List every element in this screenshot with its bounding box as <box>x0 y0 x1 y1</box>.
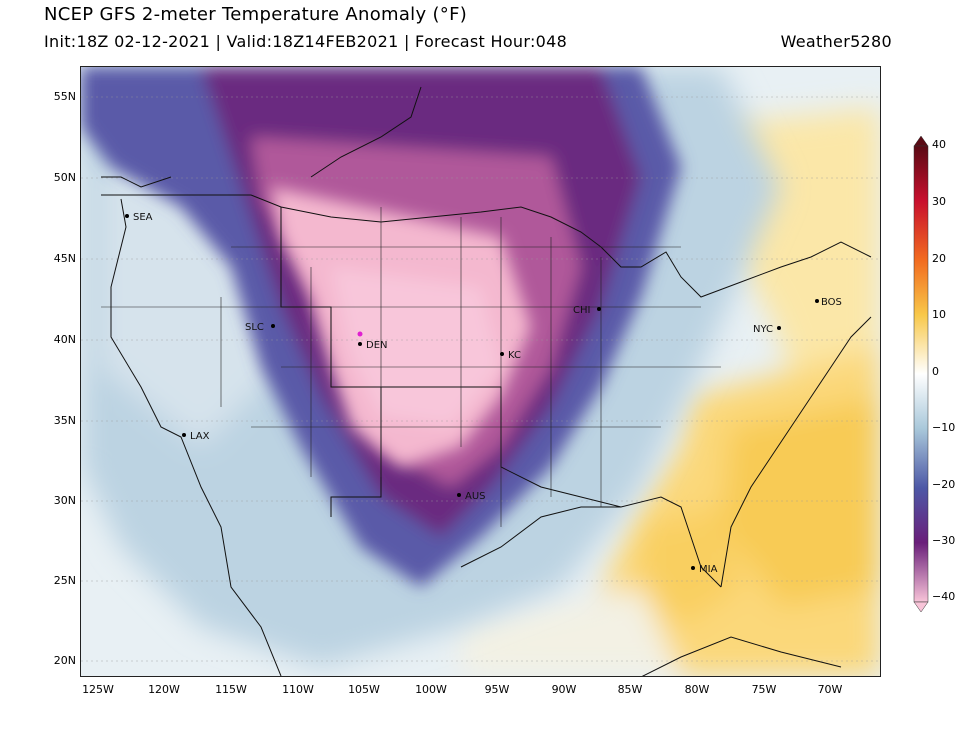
cb-tick-neg40: −40 <box>932 590 956 603</box>
lat-label-25n: 25N <box>53 574 76 587</box>
warm-anomaly-regions <box>461 107 880 676</box>
cb-tick-40: 40 <box>932 138 946 151</box>
lat-label-20n: 20N <box>53 654 76 667</box>
colorbar-gradient <box>913 145 929 603</box>
svg-text:MIA: MIA <box>699 564 718 575</box>
cb-tick-10: 10 <box>932 308 946 321</box>
cb-tick-30: 30 <box>932 195 946 208</box>
cb-tick-neg20: −20 <box>932 478 956 491</box>
svg-text:CHI: CHI <box>573 305 590 316</box>
cb-tick-20: 20 <box>932 252 946 265</box>
city-markers: SEA SLC DEN KC CHI NYC <box>125 212 842 575</box>
anomaly-field-svg: SEA SLC DEN KC CHI NYC <box>81 67 880 676</box>
city-kc: KC <box>500 350 521 361</box>
cb-tick-neg30: −30 <box>932 534 956 547</box>
svg-text:NYC: NYC <box>753 324 773 335</box>
city-sea: SEA <box>125 212 153 223</box>
cb-tick-0: 0 <box>932 365 939 378</box>
lon-label-85w: 85W <box>617 683 643 696</box>
svg-text:SLC: SLC <box>245 322 264 333</box>
lat-label-55n: 55N <box>53 90 76 103</box>
lon-label-125w: 125W <box>82 683 114 696</box>
svg-text:BOS: BOS <box>821 297 842 308</box>
lon-label-110w: 110W <box>282 683 314 696</box>
map-title: NCEP GFS 2-meter Temperature Anomaly (°F… <box>44 4 468 25</box>
svg-text:KC: KC <box>508 350 521 361</box>
city-nyc: NYC <box>753 324 781 335</box>
lon-label-105w: 105W <box>348 683 380 696</box>
lat-label-35n: 35N <box>53 414 76 427</box>
colorbar <box>913 136 929 612</box>
city-bos: BOS <box>815 297 842 308</box>
state-lines <box>101 207 721 527</box>
city-chi: CHI <box>573 305 601 316</box>
lon-label-80w: 80W <box>684 683 710 696</box>
svg-text:SEA: SEA <box>133 212 153 223</box>
svg-text:LAX: LAX <box>190 431 210 442</box>
lat-label-50n: 50N <box>53 171 76 184</box>
lon-label-95w: 95W <box>484 683 510 696</box>
lon-label-100w: 100W <box>415 683 447 696</box>
anomaly-map: SEA SLC DEN KC CHI NYC <box>80 66 881 677</box>
lon-label-90w: 90W <box>551 683 577 696</box>
city-slc: SLC <box>245 322 275 333</box>
svg-text:DEN: DEN <box>366 340 388 351</box>
lon-label-75w: 75W <box>751 683 777 696</box>
lat-label-40n: 40N <box>53 333 76 346</box>
brand-label: Weather5280 <box>780 32 892 51</box>
lon-label-70w: 70W <box>817 683 843 696</box>
graticule <box>81 96 880 662</box>
city-den: DEN <box>357 331 388 351</box>
lon-label-115w: 115W <box>215 683 247 696</box>
lat-label-30n: 30N <box>53 494 76 507</box>
map-subtitle: Init:18Z 02-12-2021 | Valid:18Z14FEB2021… <box>44 32 568 51</box>
city-aus: AUS <box>457 491 486 502</box>
lon-label-120w: 120W <box>148 683 180 696</box>
svg-text:AUS: AUS <box>465 491 486 502</box>
city-lax: LAX <box>182 431 210 442</box>
cb-tick-neg10: −10 <box>932 421 956 434</box>
colorbar-top-arrow <box>913 136 929 147</box>
lat-label-45n: 45N <box>53 252 76 265</box>
colorbar-bottom-arrow <box>913 601 929 612</box>
city-mia: MIA <box>691 564 718 575</box>
